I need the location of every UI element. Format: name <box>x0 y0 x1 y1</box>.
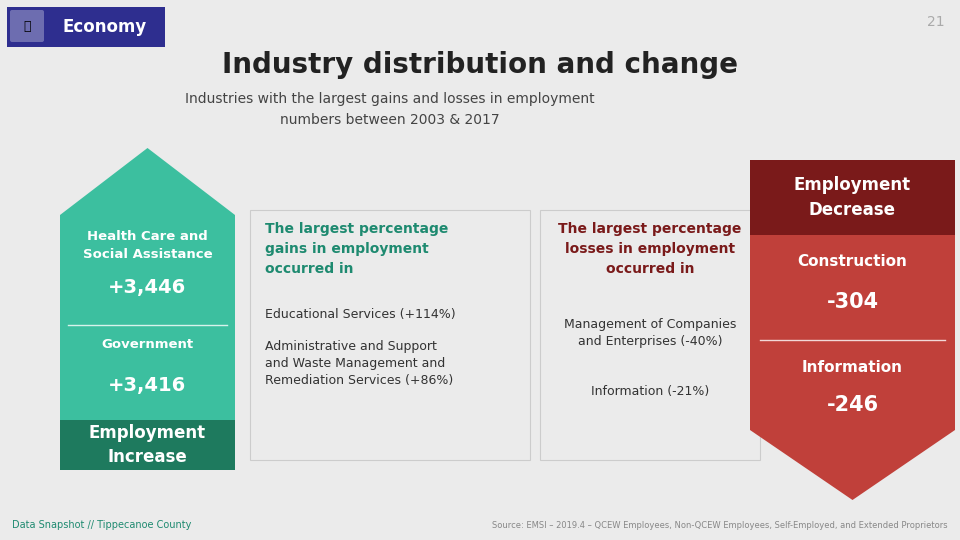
Text: The largest percentage
losses in employment
occurred in: The largest percentage losses in employm… <box>559 222 742 276</box>
Text: -304: -304 <box>827 292 878 312</box>
Text: The largest percentage
gains in employment
occurred in: The largest percentage gains in employme… <box>265 222 448 276</box>
Text: Economy: Economy <box>62 18 147 36</box>
Polygon shape <box>60 148 235 420</box>
Text: Administrative and Support
and Waste Management and
Remediation Services (+86%): Administrative and Support and Waste Man… <box>265 340 453 387</box>
Text: Industries with the largest gains and losses in employment
numbers between 2003 : Industries with the largest gains and lo… <box>185 92 595 126</box>
Text: Employment
Increase: Employment Increase <box>89 423 206 467</box>
Text: Educational Services (+114%): Educational Services (+114%) <box>265 308 456 321</box>
Text: Health Care and
Social Assistance: Health Care and Social Assistance <box>83 230 212 260</box>
Text: 21: 21 <box>927 15 945 29</box>
Polygon shape <box>750 235 955 500</box>
Text: +3,416: +3,416 <box>108 375 186 395</box>
FancyBboxPatch shape <box>7 7 165 47</box>
FancyBboxPatch shape <box>750 160 955 235</box>
FancyBboxPatch shape <box>540 210 760 460</box>
Text: Industry distribution and change: Industry distribution and change <box>222 51 738 79</box>
Text: 💰: 💰 <box>23 21 31 33</box>
Text: Government: Government <box>102 339 194 352</box>
Text: Information: Information <box>802 361 903 375</box>
Text: Data Snapshot // Tippecanoe County: Data Snapshot // Tippecanoe County <box>12 520 191 530</box>
FancyBboxPatch shape <box>250 210 530 460</box>
FancyBboxPatch shape <box>10 10 44 42</box>
Text: -246: -246 <box>827 395 878 415</box>
Text: Source: EMSI – 2019.4 – QCEW Employees, Non-QCEW Employees, Self-Employed, and E: Source: EMSI – 2019.4 – QCEW Employees, … <box>492 521 948 530</box>
Text: +3,446: +3,446 <box>108 279 186 298</box>
Text: Information (-21%): Information (-21%) <box>590 385 709 398</box>
Text: Construction: Construction <box>798 254 907 269</box>
Text: Employment
Decrease: Employment Decrease <box>794 176 911 219</box>
Polygon shape <box>60 420 235 470</box>
Text: Management of Companies
and Enterprises (-40%): Management of Companies and Enterprises … <box>564 318 736 348</box>
